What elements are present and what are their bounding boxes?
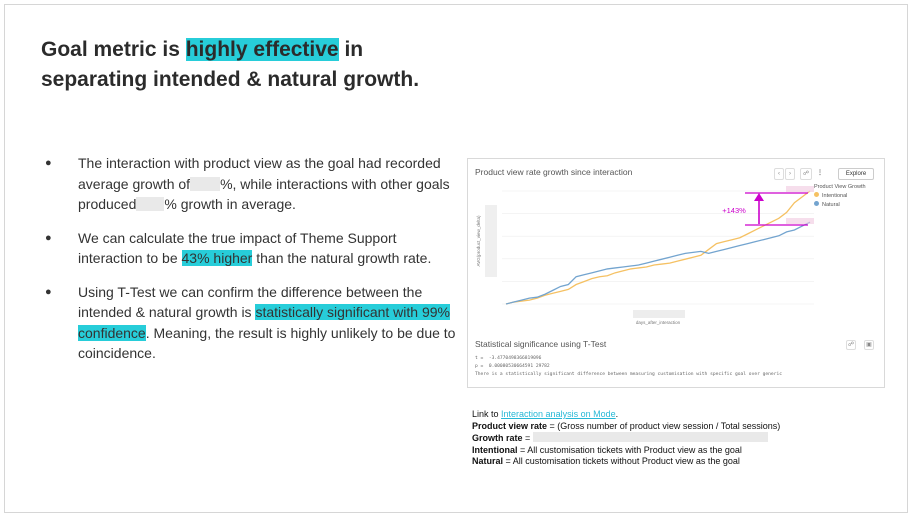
pvr-label: Product view rate xyxy=(472,420,548,431)
legend-dot-icon xyxy=(814,192,819,197)
bullet-3-text-b: . Meaning, the result is highly unlikely… xyxy=(78,324,456,362)
chart-card: Product view rate growth since interacti… xyxy=(467,158,885,388)
title-post: in xyxy=(338,38,364,61)
bullet-1-text-b: %, while interactions with other goals p… xyxy=(78,175,450,213)
stat-p-value: p = 0.00080530664591 29782 xyxy=(475,364,550,369)
bullet-item-2: We can calculate the true impact of Them… xyxy=(41,228,461,269)
pvr-text: = (Gross number of product view session … xyxy=(547,420,781,431)
bullet-item-3: Using T-Test we can confirm the differen… xyxy=(41,282,461,364)
stat-output: t = -3.4770498366819096 p = 0.00080530664… xyxy=(475,355,782,379)
legend-title: Product View Growth xyxy=(814,184,866,190)
annotation-highlight xyxy=(786,186,814,192)
prev-icon[interactable]: ‹ xyxy=(774,168,784,180)
chart-grid xyxy=(502,190,814,305)
legend-item-intentional[interactable]: Intentional xyxy=(814,192,866,201)
notes-int-line: Intentional = All customisation tickets … xyxy=(472,445,892,457)
expand-icon[interactable]: ▣ xyxy=(864,340,874,350)
mode-analysis-link[interactable]: Interaction analysis on Mode xyxy=(501,409,616,419)
slide: Goal metric is highly effective in separ… xyxy=(4,4,908,513)
link-suffix: . xyxy=(615,409,619,419)
bullet-2-text-a: We can calculate the true impact of Them… xyxy=(78,229,397,267)
chart-legend: Product View Growth Intentional Natural xyxy=(814,183,866,210)
growth-annotation: +143% xyxy=(722,206,746,215)
next-icon[interactable]: › xyxy=(785,168,795,180)
link-icon[interactable]: ☍ xyxy=(800,168,812,180)
title-highlight: highly effective xyxy=(185,38,339,61)
notes-pvr-line: Product view rate = (Gross number of pro… xyxy=(472,421,892,433)
notes: Link to Interaction analysis on Mode. Pr… xyxy=(472,409,892,468)
ylabel-redaction xyxy=(485,205,497,277)
gr-text: = xyxy=(522,433,533,443)
series-lines xyxy=(505,190,811,305)
explore-button[interactable]: Explore xyxy=(838,168,874,180)
title-line2: separating intended & natural growth. xyxy=(41,68,420,91)
arrow-head-icon xyxy=(754,193,764,201)
legend-dot-icon xyxy=(814,201,819,206)
stat-title: Statistical significance using T-Test xyxy=(475,339,607,349)
xlabel-redaction xyxy=(633,310,685,318)
line-chart: AVG(product_view_delta) days_after_inter… xyxy=(476,186,814,325)
bullet-2-highlight: 43% higher xyxy=(181,250,253,266)
series-line-natural[interactable] xyxy=(505,221,811,305)
link-prefix: Link to xyxy=(472,409,502,419)
stat-t-value: t = -3.4770498366819096 xyxy=(475,356,542,361)
redacted-value xyxy=(136,197,165,211)
link-icon[interactable]: ☍ xyxy=(846,340,856,350)
gr-label: Growth rate xyxy=(472,433,523,443)
redacted-value xyxy=(190,176,221,191)
bullet-2-text-b: than the natural growth rate. xyxy=(252,250,432,266)
title-pre: Goal metric is xyxy=(41,38,186,61)
y-axis-label: AVG(product_view_delta) xyxy=(476,215,481,266)
int-label: Intentional xyxy=(472,444,518,455)
annotation-highlight xyxy=(786,218,814,224)
bullet-item-1: The interaction with product view as the… xyxy=(41,153,461,215)
legend-label-natural: Natural xyxy=(822,202,840,208)
notes-link-line: Link to Interaction analysis on Mode. xyxy=(472,409,892,421)
bullet-list: The interaction with product view as the… xyxy=(41,153,461,377)
slide-title: Goal metric is highly effective in separ… xyxy=(41,35,521,95)
nat-text: = All customisation tickets without Prod… xyxy=(503,456,740,466)
nat-label: Natural xyxy=(472,456,504,466)
x-axis-label: days_after_interaction xyxy=(636,320,681,325)
series-line-intentional[interactable] xyxy=(505,190,811,305)
legend-label-intentional: Intentional xyxy=(822,193,848,199)
redacted-formula xyxy=(532,432,768,442)
notes-nat-line: Natural = All customisation tickets with… xyxy=(472,456,892,468)
stat-message: There is a statistically significant dif… xyxy=(475,372,782,377)
int-text: = All customisation tickets with Product… xyxy=(517,444,742,455)
notes-gr-line: Growth rate = xyxy=(472,432,892,445)
chart-title: Product view rate growth since interacti… xyxy=(475,167,633,177)
bullet-1-text-c: % growth in average. xyxy=(164,196,296,212)
bullet-3-text-a: Using T-Test we can confirm the differen… xyxy=(78,283,423,321)
more-options-icon[interactable]: ⋮ xyxy=(817,170,823,176)
legend-item-natural[interactable]: Natural xyxy=(814,201,866,210)
bullet-1-text-a: The interaction with product view as the… xyxy=(78,155,441,192)
